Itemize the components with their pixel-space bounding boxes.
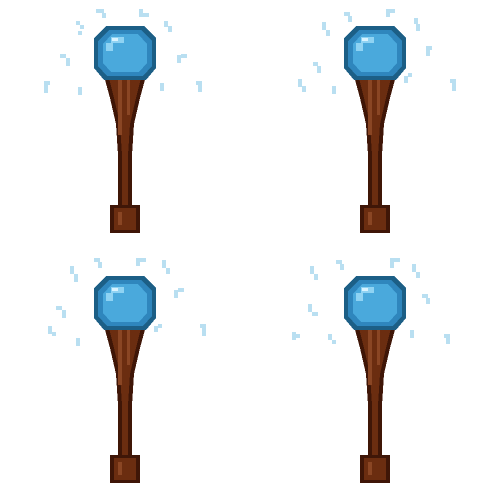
- spark-icons: [292, 258, 450, 344]
- magic-orb: [344, 276, 406, 330]
- staff-shaft: [354, 76, 396, 233]
- staff-shaft: [104, 326, 146, 483]
- magic-orb: [94, 26, 156, 80]
- spark-icon: [292, 332, 300, 340]
- spark-icon: [164, 21, 172, 32]
- spark-icon: [410, 330, 414, 338]
- spark-icon: [308, 304, 318, 316]
- spark-icon: [139, 9, 149, 17]
- spark-icons: [44, 9, 202, 95]
- spark-icon: [412, 264, 420, 278]
- spark-icon: [76, 338, 80, 346]
- spark-icon: [328, 334, 336, 344]
- sprite-frame-2: [250, 0, 500, 250]
- spark-icon: [313, 62, 321, 73]
- spark-icon: [60, 54, 70, 66]
- spark-icon: [70, 266, 78, 282]
- spark-icon: [160, 83, 164, 91]
- magic-staff-sprite: [298, 9, 456, 233]
- spark-icon: [177, 54, 187, 63]
- spark-icon: [336, 260, 344, 270]
- spark-icon: [414, 18, 420, 31]
- magic-orb: [94, 276, 156, 330]
- spark-icon: [136, 258, 146, 266]
- spark-icon: [390, 258, 400, 268]
- magic-staff-sprite: [44, 9, 202, 233]
- magic-orb: [344, 26, 406, 80]
- spark-icon: [48, 326, 56, 336]
- spark-icon: [332, 86, 336, 94]
- spark-icon: [44, 81, 50, 93]
- spark-icon: [56, 306, 66, 318]
- spark-icon: [450, 79, 456, 91]
- spark-icon: [298, 79, 306, 92]
- staff-shaft: [104, 76, 146, 233]
- staff-shaft: [354, 326, 396, 483]
- spark-icon: [196, 81, 202, 92]
- spark-icon: [76, 21, 84, 35]
- spark-icon: [154, 324, 162, 332]
- spark-icon: [444, 334, 450, 344]
- sprite-frame-4: [250, 250, 500, 500]
- sprite-frame-1: [0, 0, 250, 250]
- spark-icons: [298, 9, 456, 94]
- spark-icon: [200, 324, 206, 336]
- spark-icon: [78, 87, 82, 95]
- spark-icon: [310, 266, 318, 280]
- spark-icon: [174, 288, 184, 298]
- spark-icon: [386, 9, 395, 17]
- spark-icon: [422, 294, 430, 304]
- spark-icon: [162, 260, 170, 274]
- spark-icon: [322, 22, 330, 36]
- spark-icon: [96, 9, 106, 18]
- spark-icon: [344, 12, 352, 22]
- spark-icon: [94, 258, 102, 268]
- magic-staff-sprite: [48, 258, 206, 483]
- spark-icons: [48, 258, 206, 346]
- spark-icon: [426, 46, 432, 56]
- spark-icon: [404, 73, 412, 83]
- magic-staff-sprite: [292, 258, 450, 483]
- sprite-frame-3: [0, 250, 250, 500]
